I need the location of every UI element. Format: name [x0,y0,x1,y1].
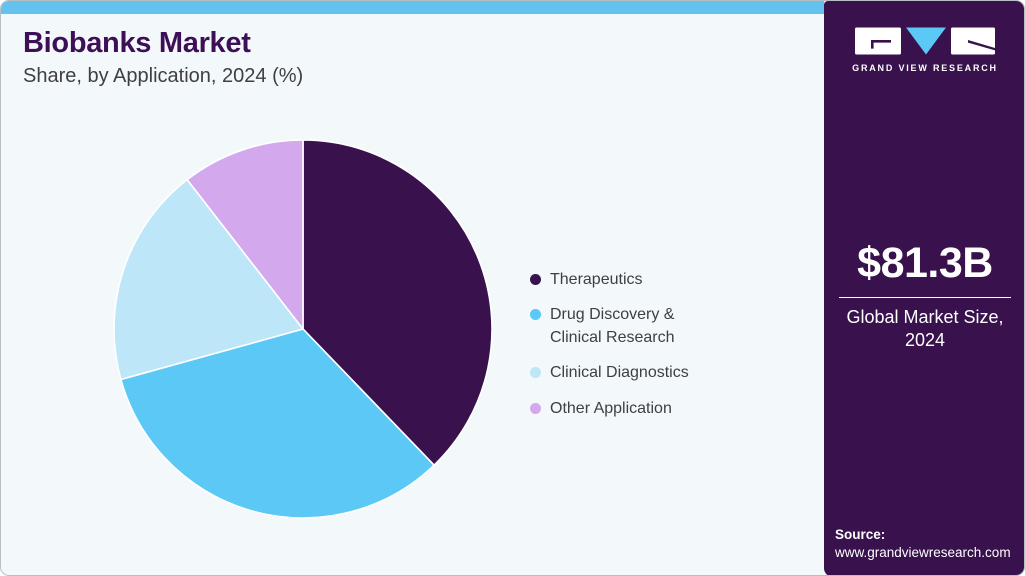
page-subtitle: Share, by Application, 2024 (%) [23,65,304,87]
legend-item-clinical-diagnostics: Clinical Diagnostics [530,362,715,384]
source-block: Source: www.grandviewresearch.com [835,527,1011,560]
chart-panel: Biobanks Market Share, by Application, 2… [1,1,824,575]
legend-label: Therapeutics [550,271,643,288]
legend-label: Clinical Diagnostics [550,364,689,382]
pie-slice-drug-discovery-clinical-research [120,328,435,519]
legend-label: Other Application [550,399,672,417]
gvr-logo-icon [855,27,995,55]
legend-swatch-icon [530,274,541,285]
source-url[interactable]: www.grandviewresearch.com [835,545,1011,560]
pie-slice-other-application [186,139,304,330]
pie-chart-container [109,135,497,523]
legend-swatch-icon [530,402,541,414]
legend-swatch-icon [530,367,541,379]
pie-slice-clinical-diagnostics [113,178,304,381]
pie-slice-therapeutics [302,139,493,466]
legend-item-other-application: Other Application [530,398,715,420]
market-size-label: Global Market Size, 2024 [846,307,1004,350]
chart-header: Biobanks Market Share, by Application, 2… [23,27,303,88]
market-size-value: $81.3B [857,239,993,287]
page-title: Biobanks Market [23,27,251,59]
brand-logo-text: GRAND VIEW RESEARCH [852,63,998,73]
legend-item-drug-discovery-clinical-research: Drug Discovery & Clinical Research [530,304,715,349]
top-accent-bar [1,1,824,14]
legend-label: Drug Discovery & Clinical Research [550,306,675,346]
pie-chart [113,139,493,519]
legend-item-therapeutics: Therapeutics [530,269,715,291]
brand-logo: GRAND VIEW RESEARCH [824,27,1024,73]
chart-legend: Therapeutics Drug Discovery & Clinical R… [530,269,715,420]
source-label: Source: [835,527,886,542]
market-size-divider [839,297,1011,298]
brand-sidebar: GRAND VIEW RESEARCH $81.3B Global Market… [824,1,1024,575]
market-size-block: $81.3B Global Market Size, 2024 [824,239,1024,351]
legend-swatch-icon [530,309,541,321]
